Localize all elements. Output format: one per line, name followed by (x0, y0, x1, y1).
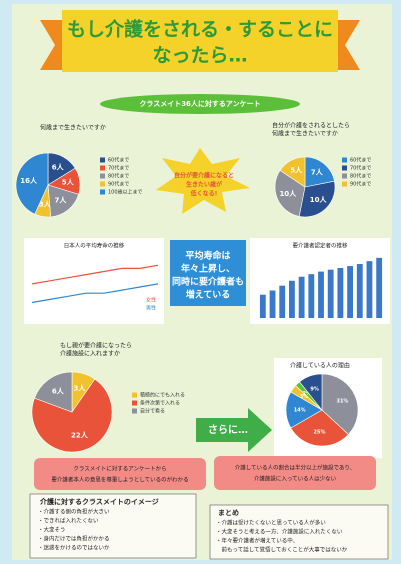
legend-swatch (100, 174, 105, 179)
legend-swatch (342, 174, 347, 179)
image-box-item: ・迷惑をかけるのではないか (38, 544, 110, 552)
pie-label: 16人 (20, 176, 38, 185)
red-box-1 (34, 458, 206, 490)
pie-title: 何歳まで生きたいですか (272, 130, 338, 138)
pie-label: 5人 (62, 177, 75, 186)
summary-item: 前もって話して覚悟しておくことが大事ではないか (216, 546, 348, 554)
bar (289, 281, 295, 318)
star-text: 低くなる! (190, 190, 218, 198)
line-chart-box (24, 238, 164, 324)
pie-title: 自分が介護をされるとしたら (272, 122, 350, 130)
legend-label: 70代まで (350, 165, 371, 172)
legend-swatch (100, 190, 105, 195)
legend-swatch (100, 158, 105, 163)
bar (337, 268, 343, 318)
title: もし介護をされる・することに (67, 18, 333, 41)
bar (279, 286, 285, 318)
legend-label: 90代まで (108, 181, 129, 188)
summary-item: ・介護は受けたくないと思っている人が多い (216, 519, 326, 527)
blue-box-text: 同時に要介護者も (172, 276, 244, 288)
bar (367, 261, 373, 318)
image-box-item: ・大変そう (38, 526, 66, 534)
pie-label: 31% (336, 399, 348, 405)
star-text: 生きたい歳が (186, 181, 222, 189)
bar (318, 272, 324, 318)
bar (357, 264, 363, 318)
legend-label: 積極的にでも入れる (140, 392, 185, 399)
image-box-item: ・できれば入れたくない (38, 517, 99, 525)
legend-label: 80代まで (350, 173, 371, 180)
legend-label: 60代まで (350, 157, 371, 164)
bar (376, 258, 382, 318)
red-box-2-text: 介護している人の割合は半分以上が施設であり、 (235, 464, 356, 472)
legend-swatch (342, 166, 347, 171)
legend-label: 90代まで (350, 181, 371, 188)
legend-label: 80代まで (108, 173, 129, 180)
pie-label: 25% (314, 430, 326, 436)
title: なったら… (152, 45, 247, 67)
pie-title: 何歳まで生きたいですか (40, 124, 106, 132)
legend-label: 70代まで (108, 165, 129, 172)
line-chart-title: 日本人の平均寿命の推移 (64, 242, 125, 250)
summary-title: まとめ (218, 508, 239, 517)
poster: もし介護をされる・することになったら… クラスメイト36人に対するアンケート自分が… (0, 0, 401, 564)
legend-swatch (100, 166, 105, 171)
bar (347, 266, 353, 318)
bar (299, 277, 305, 318)
pie-label: 9% (310, 386, 319, 392)
bar (260, 295, 266, 318)
legend-swatch (132, 409, 137, 414)
pie-label: 7人 (311, 168, 324, 177)
bar (328, 270, 334, 318)
blue-box-text: 増えている (186, 289, 231, 301)
pie-label: 3人 (73, 383, 86, 392)
legend-swatch (132, 393, 137, 398)
pie-title: 介護施設に入れますか (60, 350, 120, 358)
pie-label: 22人 (71, 431, 89, 440)
pie-label: 5人 (290, 166, 303, 175)
bar (308, 274, 314, 318)
pie-label: 6人 (52, 163, 65, 172)
line-legend: 女性 (146, 297, 156, 304)
legend-label: 60代まで (108, 157, 129, 164)
legend-label: 自分で看る (140, 408, 165, 415)
image-box-title: 介護に対するクラスメイトのイメージ (39, 497, 159, 506)
red-box-2-text: 介護施設に入っている人は少ない (254, 475, 337, 483)
pie-label: 10人 (279, 189, 297, 198)
legend-label: 条件次第で入れる (140, 400, 180, 407)
survey-banner-text: クラスメイト36人に対するアンケート (139, 99, 260, 108)
bar-chart-title: 要介護者認定者の推移 (292, 242, 348, 250)
image-box-item: ・介護する側の負担が大きい (38, 508, 110, 516)
pie-label: 7人 (55, 195, 68, 204)
red-box-2 (214, 456, 376, 490)
bar (270, 290, 276, 318)
blue-box-text: 平均寿命は (185, 250, 230, 262)
pie-label: 10人 (310, 195, 328, 204)
legend-swatch (342, 158, 347, 163)
pie-label: 6人 (52, 387, 65, 396)
legend-label: 100歳以上まで (108, 189, 143, 196)
pie-title: もし親が要介護になったら (60, 342, 132, 350)
blue-box-text: 年々上昇し、 (181, 263, 235, 275)
line-legend: 男性 (146, 305, 156, 312)
red-box-1-text: 要介護者本人の意思を尊重しようとしているのがわかる (51, 476, 188, 484)
summary-item: ・年々要介護者が増えている中、 (216, 537, 298, 545)
legend-swatch (100, 182, 105, 187)
summary-item: ・大変そうと考える一方、介護施設に入れたくない (216, 528, 343, 536)
legend-swatch (132, 401, 137, 406)
star-text: 自分が要介護になると (174, 172, 234, 180)
red-box-1-text: クラスメイトに対するアンケートから (73, 465, 166, 473)
legend-swatch (342, 182, 347, 187)
pie-title: 介護している人の理由 (290, 362, 350, 370)
image-box-item: ・身内だけでは負担がかかる (38, 535, 110, 543)
pie-label: 14% (294, 408, 306, 414)
arrow-text: さらに… (208, 424, 248, 436)
